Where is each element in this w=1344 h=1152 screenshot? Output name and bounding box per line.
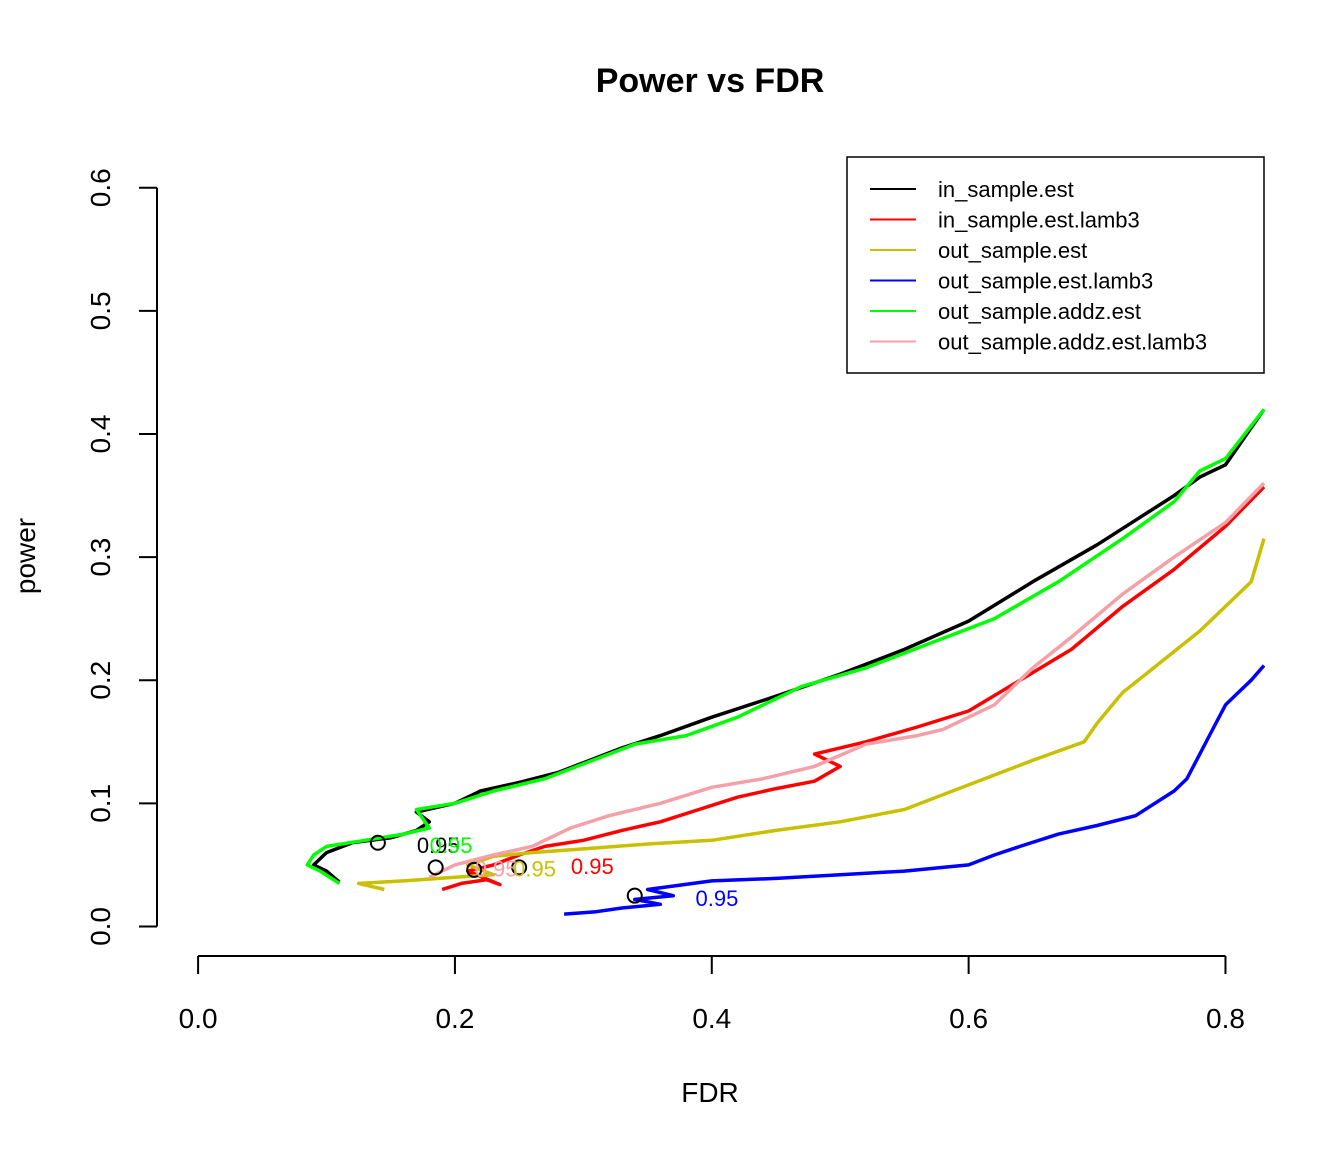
series-line-3 bbox=[356, 538, 1266, 892]
y-tick-label: 0.5 bbox=[85, 291, 116, 330]
y-tick-label: 0.0 bbox=[85, 907, 116, 946]
y-axis: 0.0 0.1 0.2 0.3 0.4 0.5 0.6 bbox=[85, 168, 158, 946]
y-tick-label: 0.2 bbox=[85, 661, 116, 700]
legend-box bbox=[846, 156, 1265, 374]
threshold-label: 0.95 bbox=[513, 857, 556, 882]
threshold-marker bbox=[466, 861, 483, 878]
series-layer bbox=[305, 408, 1266, 916]
y-tick-label: 0.4 bbox=[85, 415, 116, 454]
x-axis: 0.0 0.2 0.4 0.6 0.8 bbox=[179, 955, 1245, 1034]
threshold-label: 0.95 bbox=[571, 854, 614, 879]
legend-label: out_sample.addz.est bbox=[938, 299, 1141, 324]
legend-label: in_sample.est.lamb3 bbox=[938, 208, 1140, 233]
series-line-4 bbox=[563, 664, 1266, 916]
threshold-marker bbox=[511, 859, 528, 876]
legend-label: in_sample.est bbox=[938, 177, 1074, 202]
x-tick-label: 0.2 bbox=[435, 1003, 474, 1034]
legend-label: out_sample.est bbox=[938, 238, 1087, 263]
x-tick-label: 0.8 bbox=[1206, 1003, 1245, 1034]
x-tick-label: 0.6 bbox=[949, 1003, 988, 1034]
y-axis-label: power bbox=[10, 518, 41, 594]
y-tick-label: 0.6 bbox=[85, 168, 116, 207]
threshold-label: 0.95 bbox=[696, 886, 739, 911]
chart-title: Power vs FDR bbox=[596, 62, 825, 100]
series-line-6 bbox=[428, 481, 1266, 879]
threshold-marker bbox=[369, 834, 386, 851]
x-tick-label: 0.4 bbox=[692, 1003, 731, 1034]
series-line-5 bbox=[305, 408, 1266, 885]
threshold-label: 0.95 bbox=[417, 833, 460, 858]
marker-layer bbox=[369, 834, 643, 904]
y-tick-label: 0.1 bbox=[85, 784, 116, 823]
series-line-2 bbox=[441, 485, 1266, 892]
x-tick-label: 0.0 bbox=[179, 1003, 218, 1034]
threshold-label: 0.95 bbox=[430, 833, 473, 858]
y-tick-label: 0.3 bbox=[85, 538, 116, 577]
threshold-label: 0.95 bbox=[475, 857, 518, 882]
legend-label: out_sample.addz.est.lamb3 bbox=[938, 330, 1207, 355]
legend: in_sample.est in_sample.est.lamb3 out_samp… bbox=[846, 156, 1265, 374]
legend-label: out_sample.est.lamb3 bbox=[938, 269, 1153, 294]
threshold-marker bbox=[427, 859, 444, 876]
threshold-marker bbox=[626, 887, 643, 904]
annotation-layer: 0.950.950.950.95 0.950.95 bbox=[417, 833, 739, 911]
x-axis-label: FDR bbox=[681, 1077, 739, 1108]
